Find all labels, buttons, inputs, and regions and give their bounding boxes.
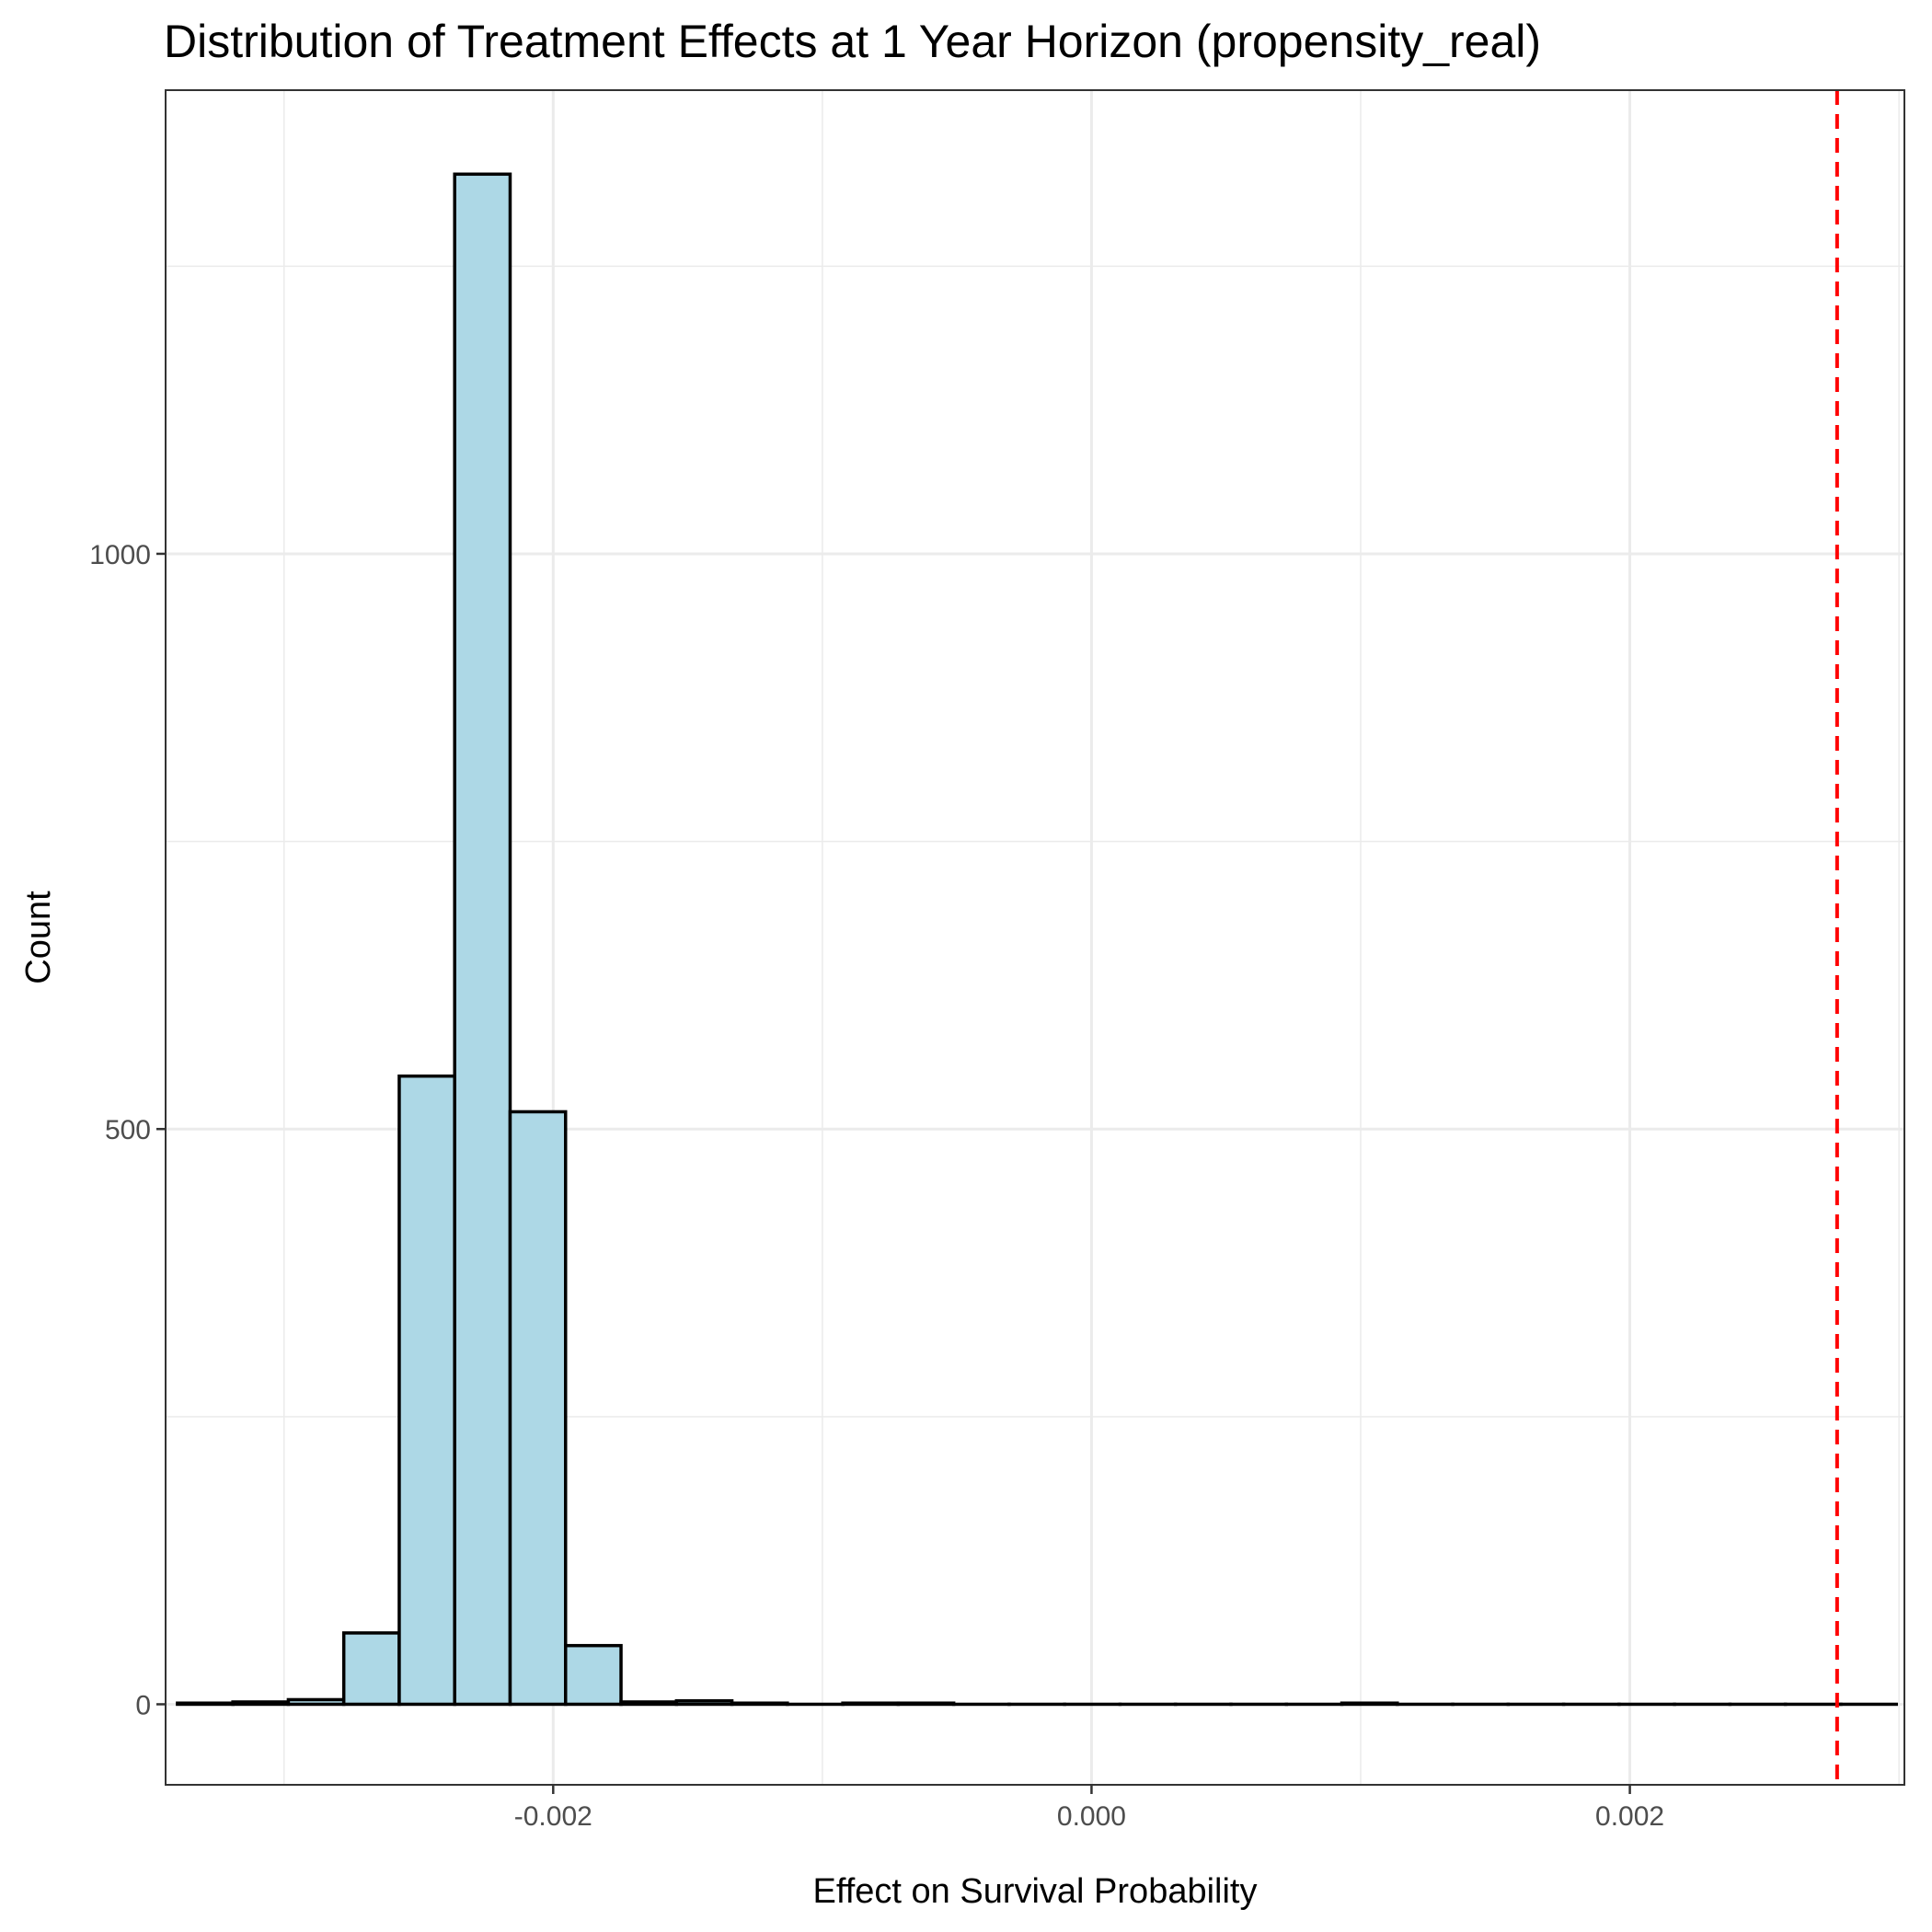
- histogram-bar: [674, 1698, 734, 1707]
- histogram-bar: [564, 1643, 623, 1707]
- histogram-bar: [231, 1700, 291, 1707]
- y-axis: 0 500 1000: [89, 540, 166, 1720]
- histogram-bars: [176, 172, 1898, 1707]
- histogram-bar: [397, 1074, 456, 1707]
- histogram-bar: [176, 1701, 235, 1707]
- x-axis-title: Effect on Survival Probability: [813, 1872, 1258, 1911]
- x-tick-label: -0.002: [514, 1801, 592, 1832]
- y-tick-label: 500: [105, 1115, 151, 1145]
- histogram-bar: [896, 1701, 956, 1707]
- histogram-bar: [841, 1701, 901, 1707]
- y-tick-label: 0: [135, 1690, 151, 1720]
- histogram-bar: [730, 1701, 789, 1707]
- histogram-bar: [341, 1631, 401, 1707]
- x-tick-label: 0.002: [1595, 1801, 1664, 1832]
- y-axis-title: Count: [19, 891, 58, 984]
- histogram-bar: [286, 1697, 346, 1707]
- x-axis: -0.002 0.000 0.002: [514, 1785, 1664, 1832]
- x-tick-label: 0.000: [1057, 1801, 1126, 1832]
- plot-panel-border: [165, 89, 1905, 1786]
- chart-title: Distribution of Treatment Effects at 1 Y…: [164, 16, 1541, 67]
- histogram-bar: [1340, 1701, 1399, 1707]
- y-tick-label: 1000: [89, 540, 151, 570]
- histogram-bar: [508, 1110, 568, 1707]
- histogram-bar: [619, 1700, 679, 1707]
- histogram-bar: [453, 172, 512, 1707]
